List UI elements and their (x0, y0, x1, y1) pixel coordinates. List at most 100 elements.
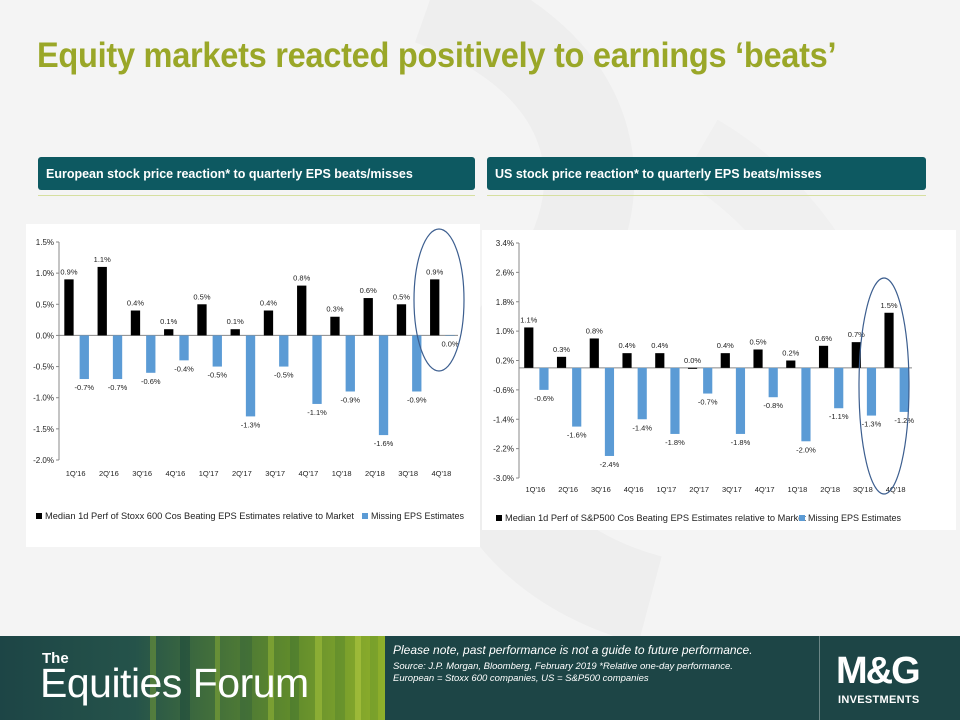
highlight-ellipse (858, 277, 910, 495)
miss-value-label: -0.7% (698, 398, 718, 407)
miss-bar (245, 335, 256, 417)
beat-bar (622, 353, 632, 368)
miss-bar (899, 367, 909, 412)
x-tick-label: 1Q'16 (66, 469, 86, 478)
miss-value-label: -0.4% (174, 364, 194, 373)
beat-value-label: 0.2% (782, 349, 799, 358)
eu-chart: 1.5% 1.0% 0.5% 0.0% -0.5% -1.0% -1.5% -2.0% 0.9%… (26, 224, 480, 547)
miss-value-label: -0.7% (108, 383, 128, 392)
beat-value-label: 0.8% (293, 274, 310, 283)
x-tick-label: 1Q'18 (332, 469, 352, 478)
y-tick-label: -2.2% (493, 445, 514, 454)
miss-value-label: -0.9% (407, 395, 427, 404)
beat-bar (786, 360, 796, 368)
beat-value-label: 1.1% (94, 255, 111, 264)
x-tick-label: 1Q'16 (525, 485, 545, 494)
miss-bar (703, 367, 713, 394)
beat-value-label: 0.7% (848, 330, 865, 339)
miss-value-label: -1.3% (241, 420, 261, 429)
beat-value-label: 0.4% (717, 341, 734, 350)
miss-bar (768, 367, 778, 398)
beat-bar (851, 342, 861, 368)
miss-value-label: -1.8% (665, 438, 685, 447)
beat-value-label: 0.5% (749, 337, 766, 346)
beat-bar (430, 279, 440, 336)
legend-label: Median 1d Perf of Stoxx 600 Cos Beating … (45, 511, 355, 521)
source-line-2: European = Stoxx 600 companies, US = S&P… (393, 673, 649, 684)
y-tick-label: -1.5% (33, 425, 54, 434)
brand-title: Equities Forum (40, 660, 309, 706)
beat-value-label: 0.3% (553, 345, 570, 354)
beat-bar (197, 304, 207, 336)
beat-bar (524, 327, 534, 368)
beat-value-label: 1.5% (880, 301, 897, 310)
beat-bar (396, 304, 407, 336)
beat-value-label: 0.1% (160, 317, 177, 326)
x-tick-label: 3Q'17 (722, 485, 742, 494)
footer-notes: Please note, past performance is not a g… (393, 643, 813, 685)
us-chart-svg: 3.4% 2.6% 1.8% 1.0% 0.2% -0.6% -1.4% -2.2% -3.0%… (493, 239, 914, 523)
miss-value-label: -0.7% (74, 383, 94, 392)
beat-bar (97, 266, 107, 336)
highlight-ellipse (413, 228, 465, 372)
eu-panel-header: European stock price reaction* to quarte… (38, 157, 475, 190)
eu-chart-svg: 1.5% 1.0% 0.5% 0.0% -0.5% -1.0% -1.5% -2.0% 0.9%… (33, 228, 465, 521)
beat-bar (164, 329, 174, 336)
legend-swatch (36, 513, 42, 519)
x-tick-label: 4Q'17 (755, 485, 775, 494)
performance-note: Please note, past performance is not a g… (393, 643, 753, 657)
miss-value-label: -2.4% (600, 460, 620, 469)
miss-bar (445, 335, 455, 336)
y-tick-label: 3.4% (496, 239, 514, 248)
miss-value-label: -0.9% (340, 395, 360, 404)
beat-value-label: 0.4% (127, 299, 144, 308)
miss-bar (604, 367, 615, 456)
miss-bar (279, 335, 289, 367)
miss-bar (412, 335, 422, 392)
miss-value-label: -1.6% (374, 439, 394, 448)
eu-panel-divider (38, 195, 475, 196)
x-tick-label: 2Q'16 (99, 469, 119, 478)
beat-value-label: 0.1% (227, 317, 244, 326)
beat-bar (589, 338, 599, 368)
y-tick-label: -1.0% (33, 394, 54, 403)
y-tick-label: -1.4% (493, 415, 514, 424)
beat-bar (130, 310, 141, 336)
miss-bar (345, 335, 355, 392)
miss-value-label: -1.1% (829, 412, 849, 421)
miss-bar (112, 335, 123, 380)
y-tick-label: 2.6% (496, 268, 514, 277)
y-tick-label: 1.8% (496, 298, 514, 307)
y-tick-label: 0.5% (36, 300, 54, 309)
x-tick-label: 2Q'17 (689, 485, 709, 494)
x-tick-label: 4Q'16 (624, 485, 644, 494)
miss-value-label: -2.0% (796, 445, 816, 454)
miss-bar (378, 335, 389, 436)
miss-bar (146, 335, 156, 373)
legend-swatch (496, 515, 502, 521)
miss-bar (670, 367, 680, 434)
beat-value-label: 0.5% (193, 292, 210, 301)
y-tick-label: 1.0% (36, 269, 54, 278)
us-panel-header: US stock price reaction* to quarterly EP… (487, 157, 926, 190)
mg-logo-subtitle: INVESTMENTS (838, 694, 920, 706)
beat-value-label: 0.4% (260, 299, 277, 308)
miss-bar (866, 367, 877, 416)
miss-value-label: -1.1% (307, 408, 327, 417)
x-tick-label: 3Q'18 (853, 485, 873, 494)
source-line-1: Source: J.P. Morgan, Bloomberg, February… (393, 661, 733, 672)
beat-bar (297, 285, 307, 336)
beat-value-label: 1.1% (520, 315, 537, 324)
miss-value-label: -0.8% (763, 401, 783, 410)
beat-bar (687, 367, 698, 369)
x-tick-label: 4Q'16 (165, 469, 185, 478)
us-panel-divider (487, 195, 926, 196)
beat-bar (818, 345, 829, 368)
us-chart: 3.4% 2.6% 1.8% 1.0% 0.2% -0.6% -1.4% -2.2% -3.0%… (482, 230, 956, 530)
x-tick-label: 3Q'17 (265, 469, 285, 478)
beat-value-label: 0.6% (815, 334, 832, 343)
x-tick-label: 2Q'18 (365, 469, 385, 478)
miss-value-label: -0.6% (534, 394, 554, 403)
beat-bar (884, 312, 894, 368)
x-tick-label: 3Q'16 (132, 469, 152, 478)
